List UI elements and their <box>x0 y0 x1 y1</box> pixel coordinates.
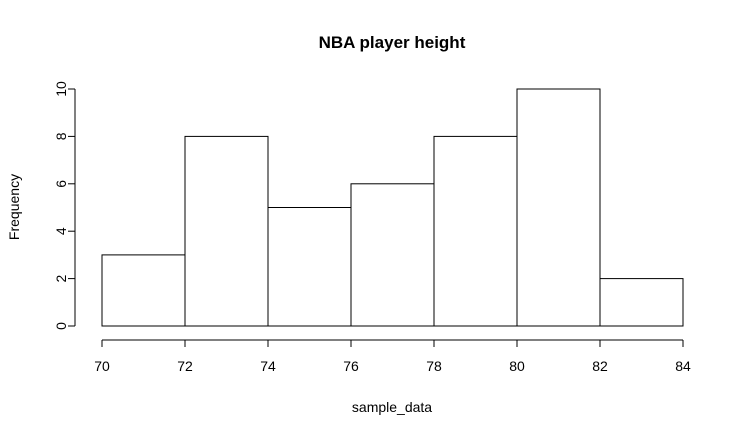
chart-title: NBA player height <box>319 33 466 52</box>
y-tick-label: 0 <box>53 322 69 330</box>
y-tick-label: 2 <box>53 274 69 282</box>
y-axis-label: Frequency <box>6 174 22 240</box>
bar <box>350 183 435 327</box>
y-tick-label: 4 <box>53 227 69 235</box>
x-tick-label: 82 <box>592 358 608 374</box>
y-tick-label: 10 <box>53 81 69 97</box>
x-tick-label: 84 <box>675 358 691 374</box>
bar <box>516 88 601 327</box>
y-tick-label: 8 <box>53 132 69 140</box>
y-tick-label: 6 <box>53 180 69 188</box>
x-tick-label: 70 <box>94 358 110 374</box>
bar <box>184 135 269 327</box>
bar <box>433 135 518 327</box>
x-tick-label: 74 <box>260 358 276 374</box>
x-tick-label: 78 <box>426 358 442 374</box>
x-tick-label: 76 <box>343 358 359 374</box>
bar <box>599 278 684 327</box>
bar <box>267 207 352 327</box>
x-tick-label: 80 <box>509 358 525 374</box>
x-tick-label: 72 <box>177 358 193 374</box>
x-axis-label: sample_data <box>352 399 432 415</box>
bar <box>101 254 186 327</box>
